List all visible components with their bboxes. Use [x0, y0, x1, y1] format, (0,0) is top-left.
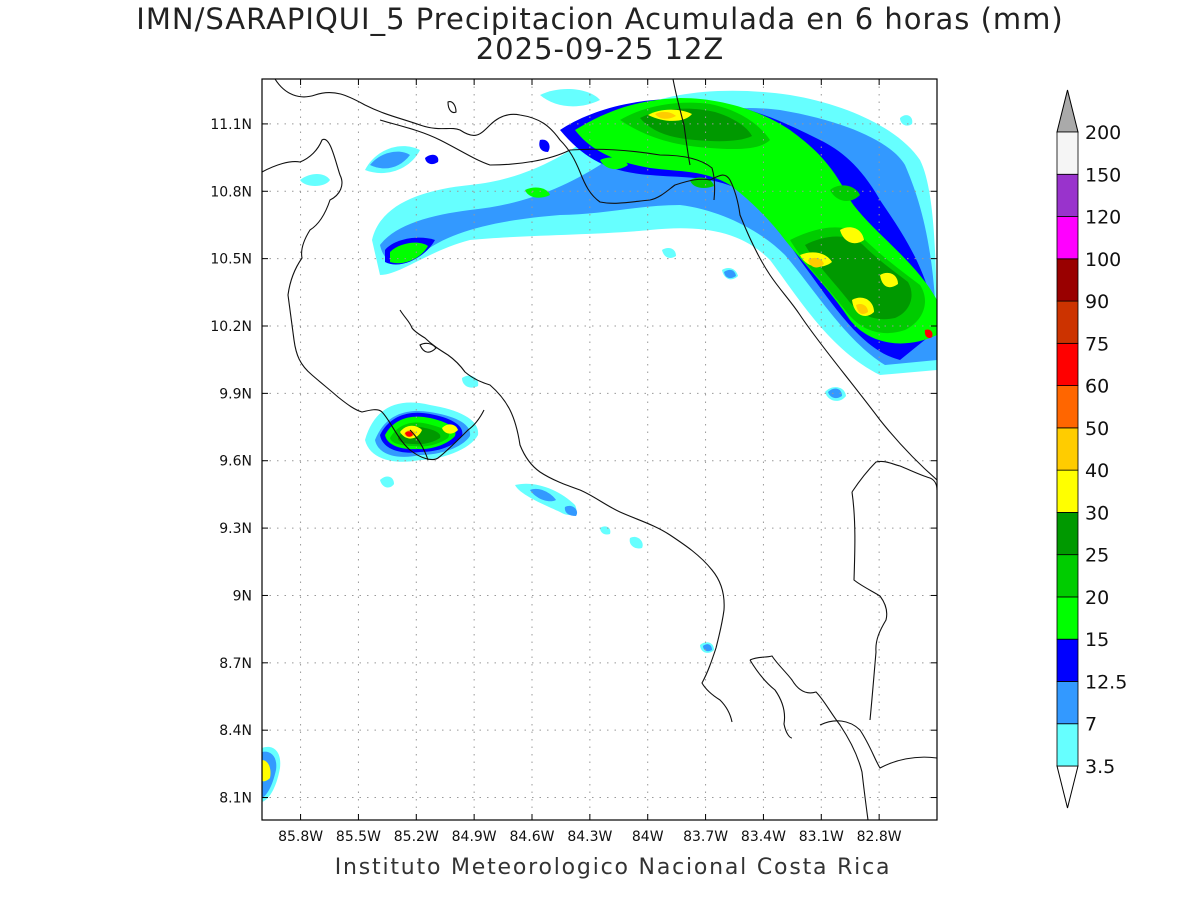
lat-tick-label: 8.4N	[219, 723, 252, 739]
colorbar-swatch	[1056, 216, 1079, 260]
colorbar-label: 3.5	[1085, 756, 1115, 778]
colorbar-swatch	[1056, 258, 1079, 302]
lat-tick-label: 9N	[233, 588, 252, 604]
lon-tick-label: 82.8W	[857, 829, 902, 845]
colorbar-swatch	[1056, 469, 1079, 513]
colorbar-label: 15	[1085, 629, 1109, 651]
colorbar-label: 60	[1085, 376, 1109, 398]
lat-tick-label: 8.1N	[219, 791, 252, 807]
lat-tick-label: 8.7N	[219, 656, 252, 672]
colorbar-swatch	[1056, 427, 1079, 471]
colorbar-label: 75	[1085, 333, 1109, 355]
lon-tick-label: 84.3W	[567, 829, 612, 845]
precip-band-60	[405, 329, 933, 437]
lon-tick-label: 83.7W	[683, 829, 728, 845]
lat-tick-label: 9.3N	[219, 521, 252, 537]
colorbar-swatch	[1056, 723, 1079, 767]
lat-tick-label: 10.5N	[210, 252, 252, 268]
map-title: IMN/SARAPIQUI_5 Precipitacion Acumulada …	[136, 2, 1064, 36]
map-gridlines	[262, 79, 937, 820]
lat-tick-label: 10.2N	[210, 319, 252, 335]
colorbar-label: 25	[1085, 545, 1109, 567]
colorbar-label: 120	[1085, 207, 1121, 229]
lat-tick-label: 9.9N	[219, 386, 252, 402]
colorbar-label: 50	[1085, 418, 1109, 440]
credit-footer: Instituto Meteorologico Nacional Costa R…	[334, 855, 892, 880]
colorbar-swatch	[1056, 596, 1079, 640]
lat-tick-label: 10.8N	[210, 184, 252, 200]
axis-ticks: 85.8W 85.5W 85.2W 84.9W 84.6W 84.3W 84W 83.7W 83…	[210, 79, 937, 845]
colorbar-label: 200	[1085, 122, 1121, 144]
national-border	[379, 79, 716, 461]
colorbar-label: 7	[1085, 714, 1097, 736]
color-legend: 3.5 7 12.5 15 20 25 30 40 50 60 75 90 100 120 150 200	[1056, 89, 1127, 809]
coastline	[262, 79, 937, 820]
colorbar-swatch	[1056, 681, 1079, 725]
lon-tick-label: 85.5W	[336, 829, 381, 845]
colorbar-label: 150	[1085, 164, 1121, 186]
colorbar-label: 90	[1085, 291, 1109, 313]
colorbar-label: 100	[1085, 249, 1121, 271]
map-date: 2025-09-25 12Z	[475, 32, 725, 66]
precipitation-field	[262, 88, 937, 802]
lon-tick-label: 84.6W	[509, 829, 554, 845]
colorbar-label: 20	[1085, 587, 1109, 609]
lon-tick-label: 83.4W	[741, 829, 786, 845]
colorbar-swatch	[1056, 342, 1079, 387]
colorbar-swatch	[1056, 638, 1079, 682]
colorbar-swatch	[1056, 173, 1079, 217]
colorbar-swatch	[1056, 300, 1079, 344]
lon-tick-label: 83.1W	[799, 829, 844, 845]
precip-band-40	[404, 111, 868, 437]
lon-tick-label: 84.9W	[452, 829, 497, 845]
lat-tick-label: 11.1N	[210, 117, 252, 133]
colorbar-label: 12.5	[1085, 671, 1127, 693]
map-frame	[261, 78, 938, 821]
colorbar-label: 40	[1085, 460, 1109, 482]
lon-tick-label: 84W	[632, 829, 664, 845]
lon-tick-label: 85.8W	[278, 829, 323, 845]
colorbar-over-arrow	[1056, 89, 1079, 133]
colorbar-swatch	[1056, 385, 1079, 429]
colorbar-label: 30	[1085, 502, 1109, 524]
colorbar-under-arrow	[1056, 765, 1079, 809]
colorbar-swatch	[1056, 512, 1079, 556]
colorbar-swatch	[1056, 554, 1079, 598]
colorbar-swatch	[1056, 131, 1079, 175]
lon-tick-label: 85.2W	[394, 829, 439, 845]
lat-tick-label: 9.6N	[219, 454, 252, 470]
